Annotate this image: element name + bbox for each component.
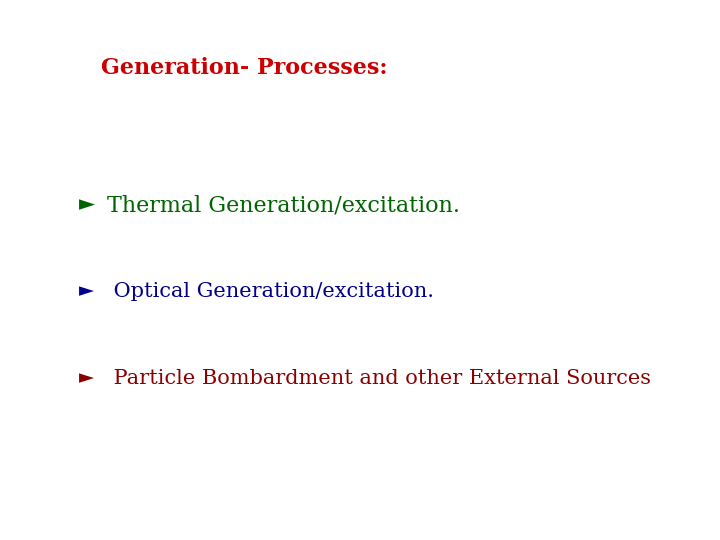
Text: Thermal Generation/excitation.: Thermal Generation/excitation.	[107, 194, 459, 216]
Text: ►: ►	[79, 195, 95, 215]
Text: Optical Generation/excitation.: Optical Generation/excitation.	[107, 282, 433, 301]
Text: ►: ►	[79, 369, 94, 387]
Text: Particle Bombardment and other External Sources: Particle Bombardment and other External …	[107, 368, 651, 388]
Text: Generation- Processes:: Generation- Processes:	[101, 57, 387, 79]
Text: ►: ►	[79, 282, 94, 301]
